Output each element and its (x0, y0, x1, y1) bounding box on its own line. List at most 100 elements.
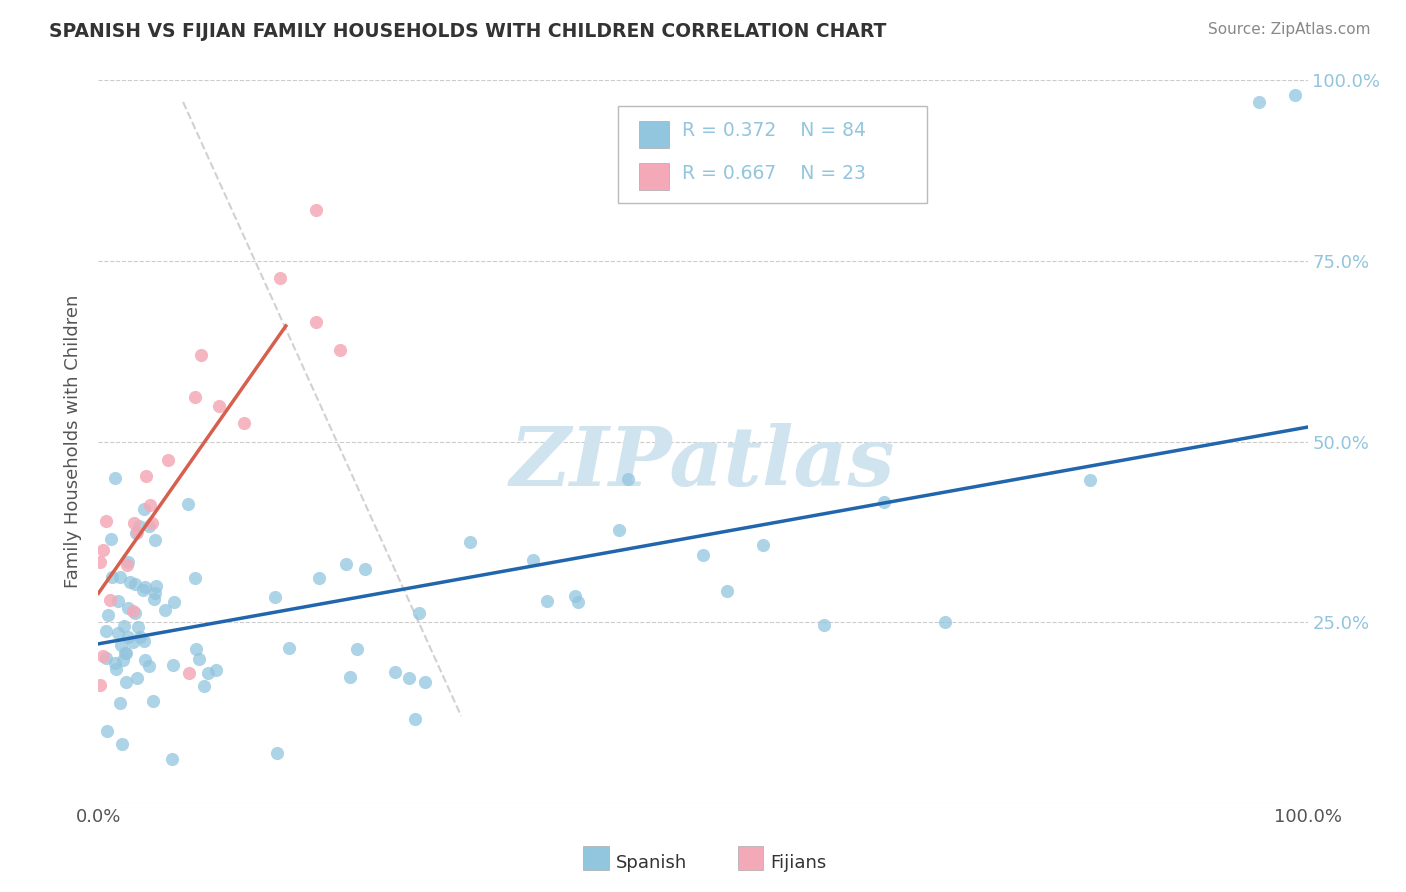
Point (197, 665, 219, 680)
Point (413, 674, 436, 689)
Point (305, 203, 328, 218)
Point (143, 533, 166, 547)
Point (125, 526, 148, 541)
Point (138, 658, 160, 673)
Point (89, 677, 111, 691)
Point (177, 497, 200, 511)
Point (156, 453, 179, 467)
Point (117, 555, 139, 569)
FancyBboxPatch shape (619, 105, 927, 203)
Point (117, 601, 139, 615)
Point (108, 570, 131, 584)
Point (134, 653, 156, 667)
Point (91, 648, 114, 663)
Point (408, 606, 430, 620)
Point (125, 671, 148, 685)
Point (184, 641, 207, 656)
Point (339, 670, 361, 684)
Point (132, 582, 155, 597)
Point (232, 416, 254, 430)
Text: R = 0.372    N = 84: R = 0.372 N = 84 (682, 121, 866, 140)
Point (934, 615, 956, 629)
Point (143, 591, 166, 606)
Point (308, 571, 330, 585)
Point (266, 746, 288, 760)
Point (398, 671, 420, 685)
Point (1249, 95, 1271, 109)
Point (269, 271, 291, 285)
Point (813, 617, 835, 632)
Point (404, 713, 426, 727)
Point (263, 590, 285, 604)
Point (96, 724, 118, 739)
Point (522, 552, 544, 566)
Point (1078, 473, 1101, 487)
Text: SPANISH VS FIJIAN FAMILY HOUSEHOLDS WITH CHILDREN CORRELATION CHART: SPANISH VS FIJIAN FAMILY HOUSEHOLDS WITH… (49, 22, 887, 41)
Point (110, 638, 132, 652)
Point (124, 607, 146, 621)
Point (142, 694, 165, 708)
Point (94, 624, 117, 639)
Point (129, 630, 152, 644)
Point (184, 390, 207, 404)
Bar (638, 163, 669, 191)
Point (134, 502, 156, 516)
Point (114, 646, 136, 660)
Point (111, 737, 134, 751)
Point (346, 642, 368, 657)
Point (117, 558, 139, 572)
Text: Spanish: Spanish (616, 854, 688, 871)
Bar (638, 120, 669, 148)
Point (104, 656, 127, 670)
Point (567, 595, 589, 609)
Point (353, 562, 375, 576)
Point (458, 535, 481, 549)
Point (278, 640, 301, 655)
Point (122, 516, 145, 530)
Point (536, 593, 558, 607)
Point (335, 557, 357, 571)
Point (104, 470, 127, 484)
Point (122, 634, 145, 648)
Point (101, 570, 124, 584)
Point (94, 650, 117, 665)
Point (564, 589, 586, 603)
Point (752, 538, 775, 552)
Point (125, 525, 148, 540)
Point (114, 646, 136, 660)
Point (100, 532, 122, 546)
Point (127, 620, 149, 634)
Text: Fijians: Fijians (770, 854, 827, 871)
Point (162, 657, 184, 672)
Point (121, 604, 143, 618)
Point (138, 519, 160, 533)
Point (132, 634, 155, 648)
Point (108, 696, 131, 710)
Point (143, 586, 166, 600)
Point (384, 665, 406, 679)
Point (305, 315, 328, 329)
Point (179, 665, 201, 680)
Point (107, 594, 129, 608)
Point (118, 574, 141, 589)
Point (97, 608, 120, 623)
Point (187, 652, 209, 666)
Text: ZIPatlas: ZIPatlas (510, 423, 896, 503)
Point (160, 752, 183, 766)
Point (329, 343, 352, 358)
Point (111, 653, 134, 667)
Point (138, 498, 160, 512)
Point (91, 543, 114, 558)
Text: Source: ZipAtlas.com: Source: ZipAtlas.com (1208, 22, 1371, 37)
Text: R = 0.667    N = 23: R = 0.667 N = 23 (682, 164, 866, 183)
Point (94, 514, 117, 528)
Y-axis label: Family Households with Children: Family Households with Children (65, 295, 83, 588)
Point (135, 469, 157, 483)
Point (117, 630, 139, 644)
Point (1284, 87, 1306, 102)
Point (208, 399, 231, 413)
Point (205, 663, 228, 677)
Point (134, 580, 156, 594)
Point (716, 583, 738, 598)
Point (100, 593, 122, 607)
